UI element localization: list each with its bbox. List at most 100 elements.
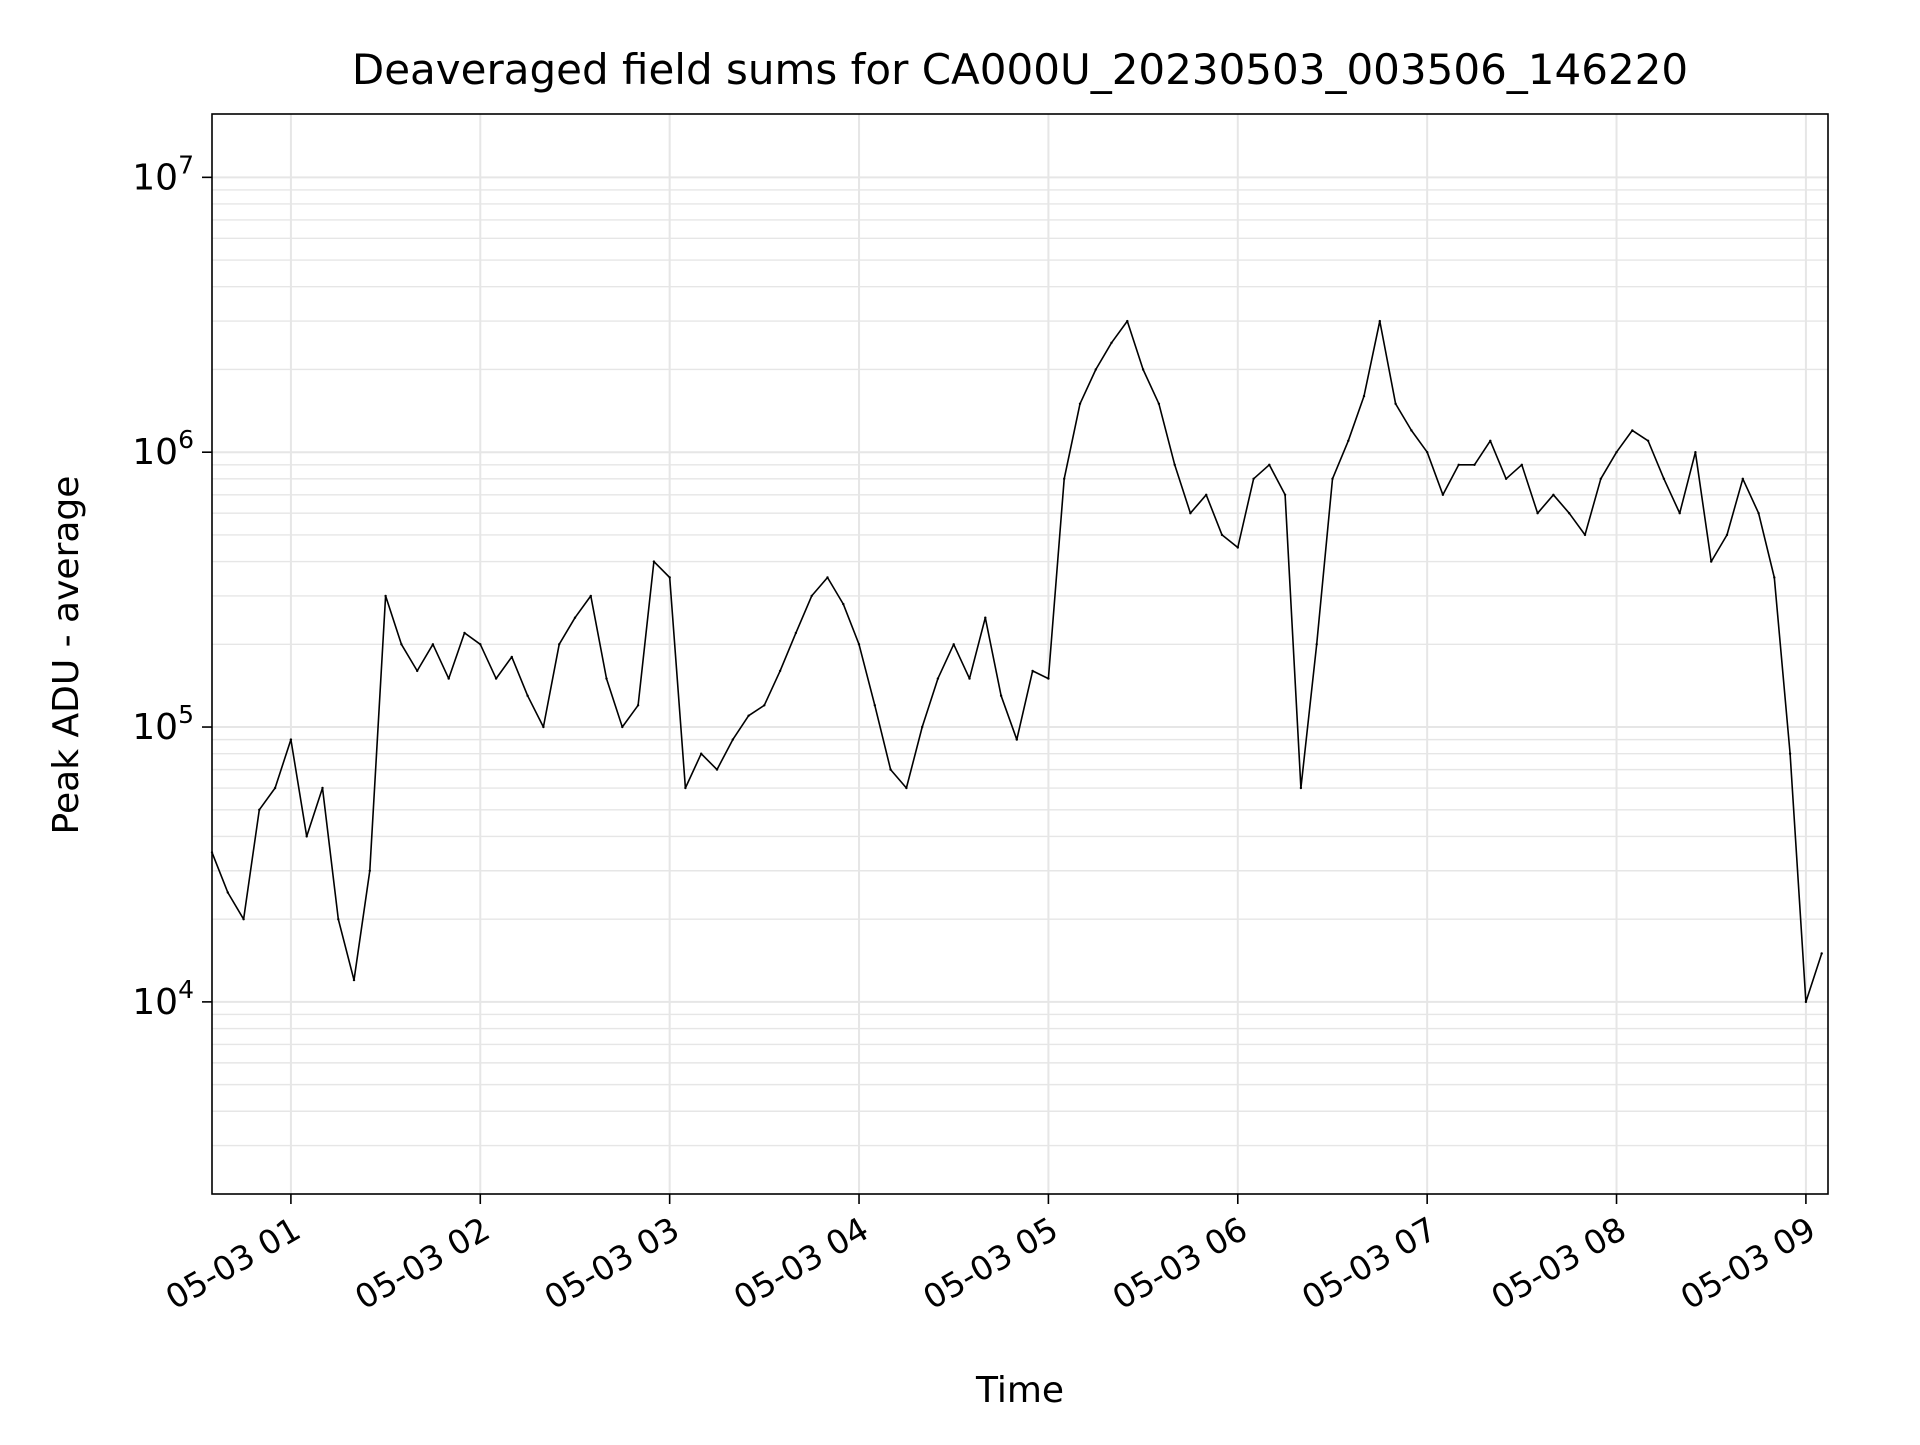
data-point xyxy=(289,738,293,741)
y-tick-label: 104 xyxy=(132,975,194,1023)
data-point xyxy=(1678,512,1681,515)
data-point xyxy=(605,677,608,680)
data-point xyxy=(352,978,356,982)
data-point xyxy=(1063,477,1066,480)
data-point xyxy=(1504,477,1508,480)
data-point xyxy=(510,655,513,659)
data-point xyxy=(873,704,876,707)
data-point xyxy=(1141,368,1145,371)
data-point xyxy=(1457,463,1460,466)
data-point xyxy=(431,643,435,646)
data-point xyxy=(1804,1000,1808,1004)
data-point xyxy=(1757,512,1760,515)
data-point xyxy=(1694,451,1697,454)
data-point xyxy=(1631,429,1634,432)
data-point xyxy=(1725,533,1729,537)
data-point xyxy=(1094,368,1098,371)
data-point xyxy=(778,669,782,673)
data-point xyxy=(1220,533,1224,537)
data-point xyxy=(526,694,529,697)
data-point xyxy=(416,669,419,673)
data-point xyxy=(1473,463,1476,466)
data-point xyxy=(747,714,750,717)
data-point xyxy=(1583,533,1587,537)
y-tick-label: 105 xyxy=(132,700,194,748)
data-point xyxy=(384,594,387,598)
data-point xyxy=(1110,341,1113,344)
data-point xyxy=(1520,463,1524,466)
data-point xyxy=(368,869,371,872)
data-point xyxy=(842,602,845,606)
grid-lines xyxy=(212,114,1828,1194)
data-point xyxy=(1268,463,1271,466)
y-axis-ticks: 104 105 106 107 xyxy=(132,150,212,1023)
data-point xyxy=(857,643,861,646)
data-series xyxy=(210,319,1823,1004)
data-point xyxy=(1126,319,1129,323)
data-point xyxy=(1173,463,1176,466)
y-tick-label: 107 xyxy=(132,150,194,198)
data-point xyxy=(1078,402,1082,405)
data-point xyxy=(1394,402,1397,405)
data-point xyxy=(226,891,229,894)
data-point xyxy=(1205,493,1208,496)
data-point xyxy=(1536,512,1539,515)
data-point xyxy=(1236,546,1240,549)
data-point xyxy=(810,594,813,598)
data-point xyxy=(684,786,687,790)
chart-title: Deaveraged field sums for CA000U_2023050… xyxy=(352,45,1688,94)
data-point xyxy=(652,560,656,563)
data-point xyxy=(463,631,466,635)
data-point xyxy=(715,768,719,771)
data-point xyxy=(999,694,1003,697)
data-point xyxy=(889,768,892,771)
data-point xyxy=(668,576,671,579)
data-point xyxy=(1820,952,1823,955)
y-tick-label: 106 xyxy=(132,425,194,473)
data-point xyxy=(1031,669,1034,673)
data-point xyxy=(494,677,498,680)
data-point xyxy=(1047,677,1050,680)
data-point xyxy=(542,725,545,729)
data-point xyxy=(1568,512,1571,515)
data-point xyxy=(558,643,561,646)
data-point xyxy=(1662,477,1666,480)
data-point xyxy=(1710,560,1713,563)
data-point xyxy=(731,738,734,741)
data-point xyxy=(936,677,940,680)
data-point xyxy=(1299,786,1303,790)
data-point xyxy=(321,786,324,790)
data-point xyxy=(1015,738,1018,741)
data-point xyxy=(700,752,703,755)
data-point xyxy=(794,631,798,635)
data-point xyxy=(400,643,403,646)
data-point xyxy=(1441,493,1445,496)
data-point xyxy=(826,576,829,579)
data-point xyxy=(1646,439,1650,442)
x-axis-label: Time xyxy=(975,1370,1064,1411)
data-point xyxy=(1599,477,1603,480)
data-point xyxy=(1331,477,1334,480)
data-point xyxy=(1315,643,1318,646)
data-point xyxy=(1552,493,1555,496)
data-point xyxy=(1615,451,1618,454)
data-point xyxy=(1410,429,1413,432)
data-point xyxy=(479,643,482,646)
data-point xyxy=(337,918,340,921)
data-point xyxy=(589,594,592,598)
data-point xyxy=(242,918,245,921)
data-point xyxy=(1378,319,1382,323)
data-point xyxy=(984,616,987,619)
data-point xyxy=(1157,402,1161,405)
data-point xyxy=(952,643,955,646)
data-point xyxy=(1252,477,1255,480)
data-point xyxy=(1283,493,1287,496)
data-point xyxy=(1741,477,1745,480)
data-point xyxy=(305,835,308,838)
data-point xyxy=(636,704,640,707)
data-point xyxy=(921,725,924,729)
data-point xyxy=(1189,512,1192,515)
data-point xyxy=(1426,451,1429,454)
